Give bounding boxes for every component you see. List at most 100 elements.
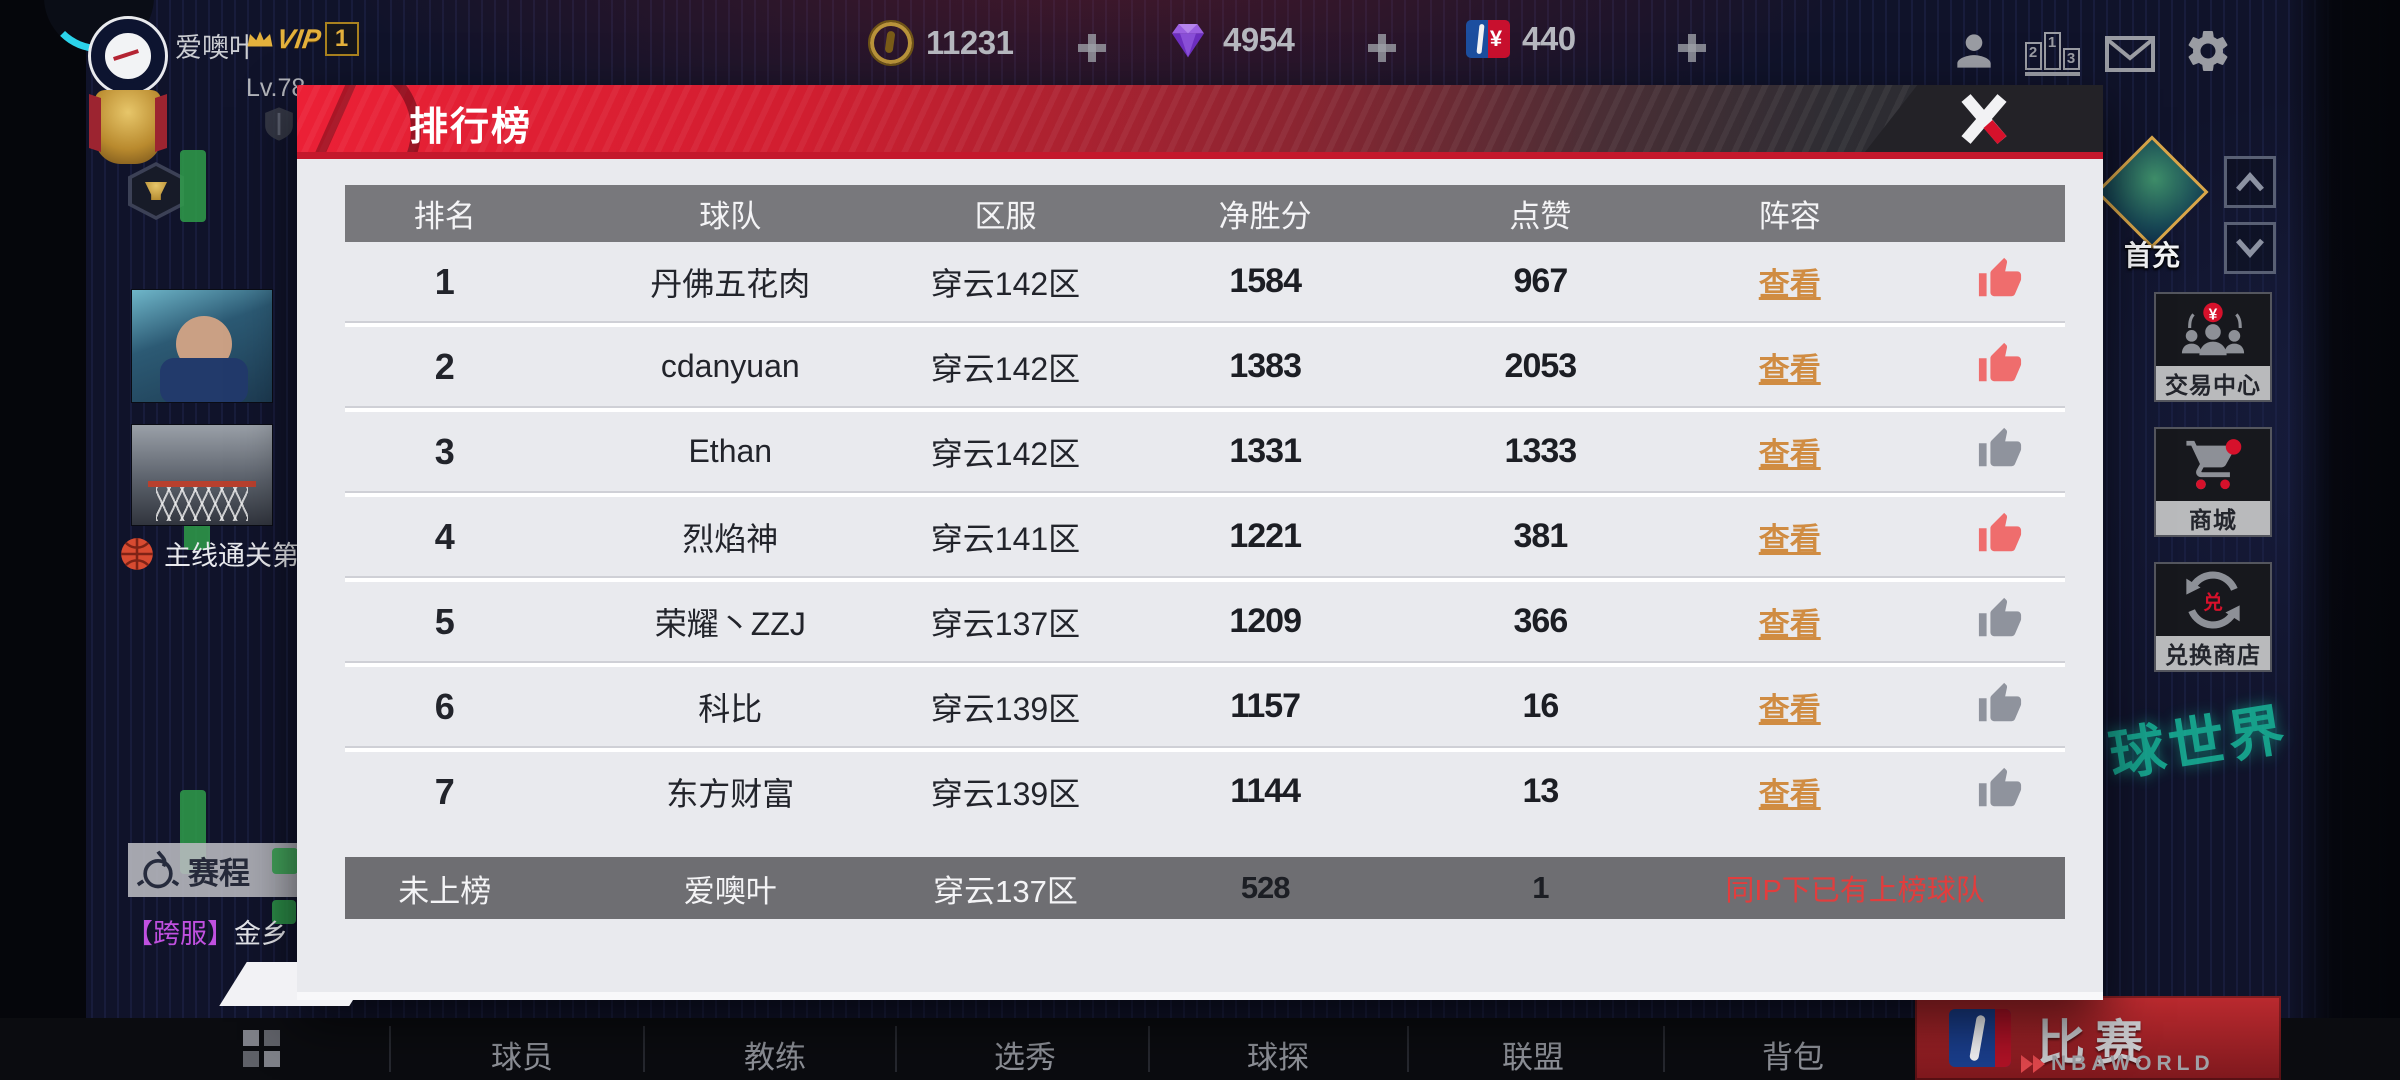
basketball-watermark xyxy=(297,85,421,152)
likes-cell: 1333 xyxy=(1504,432,1578,470)
modal-header: 排行榜 xyxy=(297,85,2103,152)
header-red-stripe xyxy=(297,152,2103,159)
trade-yen-badge: ¥ xyxy=(2209,306,2218,323)
exchange-glyph: 兑 xyxy=(2203,591,2223,614)
menu-grid-icon[interactable] xyxy=(243,1030,281,1068)
nav-divider xyxy=(643,1026,645,1072)
rank-cell: 3 xyxy=(434,430,455,472)
double-chevron-icon xyxy=(2033,1055,2045,1073)
scroll-up-button[interactable] xyxy=(2224,156,2276,208)
brand-row: NBAWORLD xyxy=(2021,1052,2215,1076)
table-row: 2 cdanyuan 穿云142区 1383 2053 查看 xyxy=(345,327,2065,406)
likes-cell: 2053 xyxy=(1504,347,1578,385)
score-cell: 1221 xyxy=(1229,517,1302,555)
rank-cell: 6 xyxy=(434,685,455,727)
score-cell: 1209 xyxy=(1229,602,1302,640)
team-cell: 科比 xyxy=(698,690,763,727)
server-cell: 穿云137区 xyxy=(930,605,1081,642)
view-lineup-link[interactable]: 查看 xyxy=(1758,437,1821,472)
table-row: 5 荣耀丶ZZJ 穿云137区 1209 366 查看 xyxy=(345,582,2065,661)
exchange-shop-button[interactable]: 兑 兑换商店 xyxy=(2154,562,2272,672)
thumb-up-icon[interactable] xyxy=(1977,256,2023,302)
background-watermark-text: 球世界 xyxy=(2104,697,2293,788)
nav-item-coach[interactable]: 教练 xyxy=(744,1040,806,1075)
view-lineup-link[interactable]: 查看 xyxy=(1758,352,1821,387)
trade-center-button[interactable]: ¥ 交易中心 xyxy=(2154,292,2272,402)
rank-cell: 1 xyxy=(434,260,455,302)
match-button[interactable]: 比赛 NBAWORLD xyxy=(1915,996,2281,1080)
modal-body: 排名 球队 区服 净胜分 点赞 阵容 1 丹佛五花肉 穿云142区 1584 9… xyxy=(297,159,2103,1000)
table-row: 6 科比 穿云139区 1157 16 查看 xyxy=(345,667,2065,746)
view-lineup-link[interactable]: 查看 xyxy=(1758,777,1821,812)
team-cell: 烈焰神 xyxy=(682,520,779,557)
score-cell: 1144 xyxy=(1230,772,1301,810)
team-cell: 丹佛五花肉 xyxy=(650,265,811,302)
likes-cell: 366 xyxy=(1513,602,1569,640)
server-cell: 穿云142区 xyxy=(930,265,1081,302)
thumb-up-icon[interactable] xyxy=(1977,596,2023,642)
header-score: 净胜分 xyxy=(1218,199,1312,234)
view-lineup-link[interactable]: 查看 xyxy=(1758,267,1821,302)
view-lineup-link[interactable]: 查看 xyxy=(1758,522,1821,557)
table-row: 4 烈焰神 穿云141区 1221 381 查看 xyxy=(345,497,2065,576)
rank-cell: 5 xyxy=(434,600,455,642)
score-cell: 1157 xyxy=(1230,687,1301,725)
close-x-icon xyxy=(1961,93,2007,144)
nav-item-scout[interactable]: 球探 xyxy=(1247,1040,1309,1075)
thumb-up-icon[interactable] xyxy=(1977,681,2023,727)
self-server: 穿云137区 xyxy=(933,873,1078,909)
scroll-down-button[interactable] xyxy=(2224,222,2276,274)
likes-cell: 381 xyxy=(1513,517,1569,555)
table-row: 7 东方财富 穿云139区 1144 13 查看 xyxy=(345,752,2065,831)
team-cell: cdanyuan xyxy=(660,348,800,384)
header-rank: 排名 xyxy=(413,199,476,234)
exchange-arrows-icon: 兑 xyxy=(2156,564,2270,636)
nav-item-players[interactable]: 球员 xyxy=(491,1040,553,1075)
rank-cell: 2 xyxy=(434,345,455,387)
self-score: 528 xyxy=(1240,870,1291,905)
nav-divider xyxy=(1407,1026,1409,1072)
table-row: 3 Ethan 穿云142区 1331 1333 查看 xyxy=(345,412,2065,491)
likes-cell: 16 xyxy=(1522,687,1559,725)
self-rank-row: 未上榜 爱噢叶 穿云137区 528 1 同IP下已有上榜球队 xyxy=(345,857,2065,919)
thumb-up-icon[interactable] xyxy=(1977,766,2023,812)
server-cell: 穿云139区 xyxy=(930,690,1081,727)
exchange-shop-label: 兑换商店 xyxy=(2156,636,2270,670)
modal-title: 排行榜 xyxy=(409,106,533,149)
chevron-down-icon xyxy=(2236,238,2264,258)
self-team: 爱噢叶 xyxy=(683,873,777,909)
first-charge-button[interactable]: 首充 xyxy=(2095,135,2209,271)
mall-cart-icon xyxy=(2156,429,2270,501)
table-row: 1 丹佛五花肉 穿云142区 1584 967 查看 xyxy=(345,242,2065,321)
bottom-nav-bar: 球员 教练 选秀 球探 联盟 背包 比赛 NBAWORLD xyxy=(0,996,2400,1080)
nav-divider xyxy=(1663,1026,1665,1072)
nav-item-league[interactable]: 联盟 xyxy=(1502,1040,1564,1075)
mall-label: 商城 xyxy=(2156,501,2270,535)
header-likes: 点赞 xyxy=(1509,199,1572,234)
nav-divider xyxy=(1148,1026,1150,1072)
likes-cell: 13 xyxy=(1522,772,1559,810)
thumb-up-icon[interactable] xyxy=(1977,426,2023,472)
nav-item-backpack[interactable]: 背包 xyxy=(1762,1040,1824,1075)
leaderboard-table: 排名 球队 区服 净胜分 点赞 阵容 1 丹佛五花肉 穿云142区 1584 9… xyxy=(345,185,2065,919)
view-lineup-link[interactable]: 查看 xyxy=(1758,692,1821,727)
team-cell: 荣耀丶ZZJ xyxy=(654,605,806,642)
thumb-up-icon[interactable] xyxy=(1977,511,2023,557)
likes-cell: 967 xyxy=(1513,262,1569,300)
rank-cell: 4 xyxy=(434,515,455,557)
score-cell: 1584 xyxy=(1229,262,1302,300)
nba-logo xyxy=(1949,1009,2011,1067)
mall-button[interactable]: 商城 xyxy=(2154,427,2272,537)
thumb-up-icon[interactable] xyxy=(1977,341,2023,387)
chevron-up-icon xyxy=(2236,172,2264,192)
nav-item-draft[interactable]: 选秀 xyxy=(994,1040,1056,1075)
header-stripes-decoration xyxy=(297,85,2103,152)
table-header-row: 排名 球队 区服 净胜分 点赞 阵容 xyxy=(345,185,2065,242)
self-likes: 1 xyxy=(1532,870,1549,905)
header-lineup: 阵容 xyxy=(1758,199,1821,234)
view-lineup-link[interactable]: 查看 xyxy=(1758,607,1821,642)
self-rank: 未上榜 xyxy=(398,873,492,909)
nav-divider xyxy=(389,1026,391,1072)
first-charge-player-card xyxy=(2095,135,2209,249)
